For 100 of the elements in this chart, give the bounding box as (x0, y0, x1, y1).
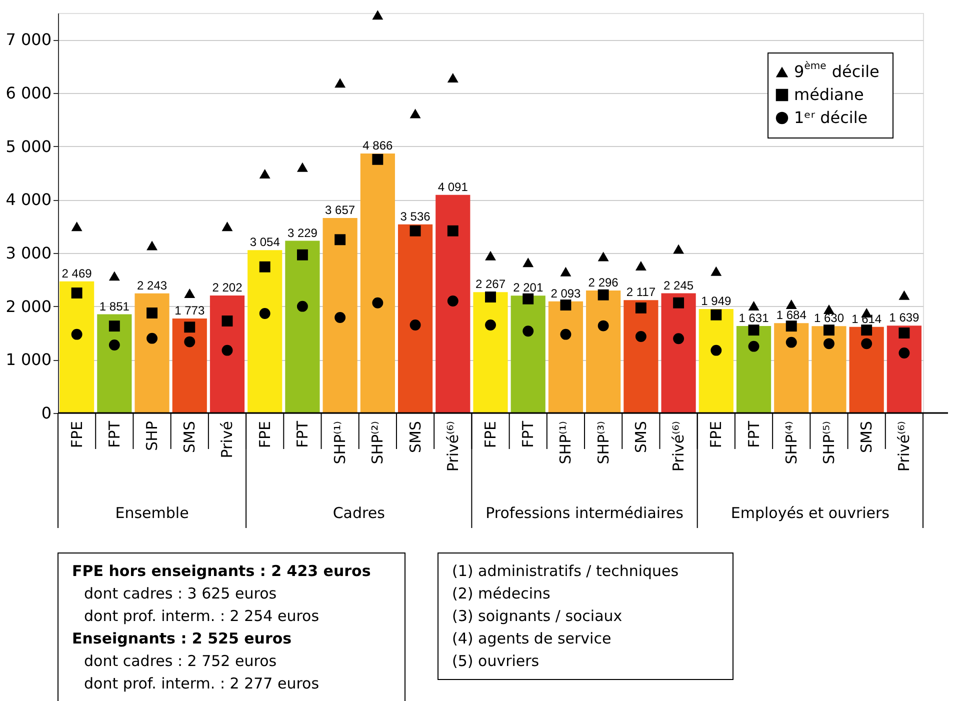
data-label: 3 536 (400, 209, 431, 224)
bar (661, 293, 696, 413)
point (259, 308, 270, 319)
point (522, 293, 534, 304)
point (786, 320, 797, 332)
point (372, 297, 384, 308)
point (598, 289, 609, 300)
point (898, 290, 910, 300)
point (447, 225, 458, 236)
data-label: 1 630 (814, 311, 844, 326)
point (447, 73, 458, 83)
x-tick-label: Privé⁽⁶⁾ (444, 421, 462, 472)
data-label: 1 851 (99, 299, 130, 314)
data-label: 3 657 (325, 202, 356, 217)
point (334, 234, 346, 246)
x-tick-label: FPT (519, 420, 538, 448)
data-label: 1 639 (889, 310, 920, 325)
point (146, 240, 158, 250)
point (296, 162, 308, 172)
data-label: 2 243 (137, 278, 168, 292)
x-tick-label: Privé⁽⁶⁾ (670, 421, 688, 472)
point (108, 320, 120, 332)
bar (398, 224, 433, 413)
point (560, 300, 572, 310)
data-label: 2 245 (664, 278, 694, 292)
data-label: 2 201 (513, 280, 544, 295)
x-tick-label: SMS (406, 421, 424, 453)
point (372, 10, 384, 20)
y-tick-label: 2 000 (6, 296, 52, 316)
point (296, 249, 308, 260)
point (861, 338, 872, 350)
point (447, 296, 458, 306)
point (184, 288, 196, 298)
bar (210, 296, 245, 413)
point (334, 78, 346, 88)
x-tick-label: SHP⁽⁵⁾ (820, 421, 838, 464)
x-tick-label: SHP⁽¹⁾ (556, 421, 575, 464)
point (560, 266, 572, 276)
point (71, 288, 82, 298)
text: Cadres (332, 504, 386, 522)
x-tick-label: FPE (68, 421, 86, 448)
point (824, 324, 834, 336)
x-tick-label: SHP⁽⁴⁾ (782, 421, 800, 464)
point (861, 324, 872, 336)
data-label: 2 117 (626, 285, 656, 300)
point (71, 222, 82, 232)
point (410, 225, 421, 236)
bar (698, 309, 734, 413)
x-tick-label: FPT (744, 420, 763, 448)
bar (510, 296, 546, 413)
point (485, 292, 496, 302)
y-tick-label: 5 000 (6, 136, 52, 156)
y-tick-label: 1 000 (6, 350, 52, 370)
x-tick-label: SHP⁽³⁾ (594, 421, 612, 464)
point (824, 338, 834, 350)
point (71, 328, 82, 340)
bar (849, 326, 884, 413)
point (898, 348, 910, 358)
point (673, 297, 684, 308)
y-tick-label: 3 000 (6, 244, 52, 262)
point (222, 344, 233, 356)
bar (736, 326, 772, 413)
bar (172, 318, 207, 413)
text: FPE hors enseignants : 2 423 euros dont cadres : 3 625 euros dont prof. interm. : 2 254 euros Enseignants : 2 525 euros dont cadres : 2 752 euros dont prof. interm. : 2 277 euros (72, 562, 371, 692)
point (108, 271, 120, 281)
point (710, 309, 722, 320)
point (222, 222, 233, 232)
point (673, 244, 684, 254)
x-tick-label: SHP (143, 421, 162, 451)
data-label: 2 469 (62, 266, 92, 280)
bar (360, 153, 395, 413)
point (522, 326, 534, 337)
bar (586, 290, 621, 413)
point (710, 344, 722, 356)
x-tick-label: Privé⁽⁶⁾ (895, 421, 914, 472)
bar (248, 250, 282, 413)
data-label: 2 296 (588, 276, 619, 290)
data-label: 4 866 (362, 138, 394, 152)
text: Professions intermédiaires (486, 504, 684, 522)
point (824, 304, 834, 314)
x-tick-label: SMS (858, 421, 876, 453)
point (108, 340, 120, 350)
point (146, 332, 158, 344)
point (786, 299, 797, 309)
bar (285, 240, 320, 413)
bar (774, 323, 809, 413)
point (748, 324, 760, 336)
data-label: 3 229 (287, 226, 318, 240)
legend-label: 1ᵉʳ décile (794, 108, 868, 127)
point (598, 320, 609, 332)
y-tick-label: 0 (41, 404, 52, 422)
point (410, 320, 421, 330)
bar (436, 194, 470, 413)
point (485, 250, 496, 260)
x-tick-label: FPE (707, 421, 726, 448)
x-tick-label: SMS (632, 421, 650, 453)
data-label: 1 631 (738, 311, 770, 326)
point (222, 316, 233, 326)
bar (97, 314, 132, 413)
bar (812, 326, 846, 413)
